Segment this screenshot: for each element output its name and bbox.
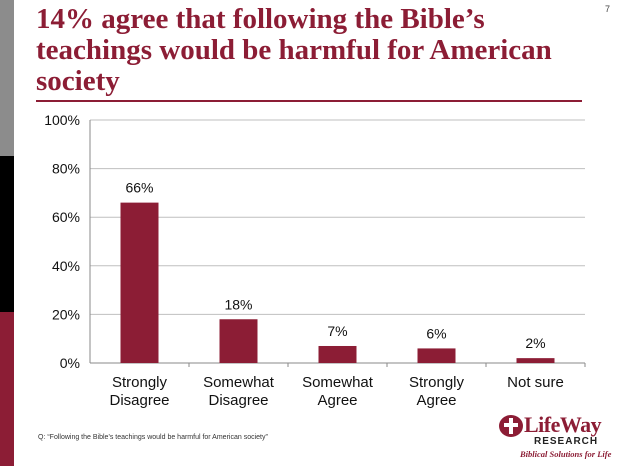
bar — [417, 348, 456, 363]
y-tick-label: 60% — [52, 209, 80, 225]
slide-title: 14% agree that following the Bible’s tea… — [36, 3, 552, 97]
data-label: 2% — [525, 335, 545, 351]
lifeway-research-logo: LifeWay RESEARCH Biblical Solutions for … — [498, 412, 618, 462]
question-footnote: Q: “Following the Bible’s teachings woul… — [38, 434, 268, 441]
title-underline — [36, 100, 582, 102]
data-label: 18% — [224, 296, 252, 312]
logo-name: LifeWay — [524, 412, 602, 437]
x-tick-label: Somewhat — [203, 374, 275, 391]
bar — [219, 319, 258, 363]
data-label: 66% — [125, 180, 153, 196]
x-tick-label: Disagree — [208, 392, 268, 409]
x-tick-label: Not sure — [507, 374, 564, 391]
y-tick-label: 100% — [44, 112, 80, 128]
y-tick-label: 20% — [52, 306, 80, 322]
side-accent-red — [0, 312, 14, 466]
x-tick-label: Agree — [317, 392, 357, 409]
x-tick-label: Somewhat — [302, 374, 374, 391]
slide-number: 7 — [604, 4, 610, 14]
lifeway-cross-icon — [499, 415, 523, 437]
x-tick-label: Strongly — [409, 374, 465, 391]
x-tick-label: Disagree — [109, 392, 169, 409]
x-tick-label: Strongly — [112, 374, 168, 391]
y-tick-label: 0% — [60, 355, 80, 371]
data-label: 7% — [327, 323, 347, 339]
side-accent-gray — [0, 0, 14, 156]
side-accent-black — [0, 156, 14, 312]
y-tick-label: 40% — [52, 258, 80, 274]
logo-subtitle: RESEARCH — [534, 436, 599, 447]
bar — [318, 345, 357, 363]
x-tick-label: Agree — [416, 392, 456, 409]
bar — [516, 358, 555, 363]
data-label: 6% — [426, 325, 446, 341]
bar — [120, 202, 159, 363]
logo-tagline: Biblical Solutions for Life — [520, 449, 612, 459]
y-tick-label: 80% — [52, 161, 80, 177]
